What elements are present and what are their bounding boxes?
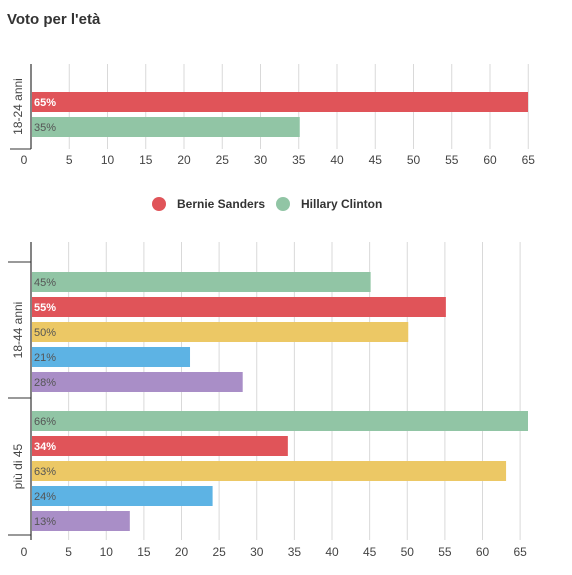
bar <box>32 117 300 137</box>
group-label: 18-44 anni <box>11 302 25 359</box>
tick-label: 55 <box>445 153 459 167</box>
tick-label: 0 <box>21 153 28 167</box>
tick-label: 10 <box>100 545 114 559</box>
data-label: 50% <box>34 327 56 339</box>
legend-label: Bernie Sanders <box>177 197 265 211</box>
tick-label: 20 <box>175 545 189 559</box>
legend-swatch <box>276 197 290 211</box>
data-label: 28% <box>34 377 56 389</box>
legend-label: Hillary Clinton <box>301 197 382 211</box>
data-label: 21% <box>34 352 56 364</box>
legend-swatch <box>152 197 166 211</box>
tick-label: 5 <box>66 153 73 167</box>
group-label: più di 45 <box>11 443 25 489</box>
tick-label: 60 <box>476 545 490 559</box>
bar <box>32 372 243 392</box>
tick-label: 35 <box>288 545 302 559</box>
tick-label: 40 <box>325 545 339 559</box>
tick-label: 55 <box>438 545 452 559</box>
tick-label: 45 <box>363 545 377 559</box>
tick-label: 0 <box>21 545 28 559</box>
page-title: Voto per l'età <box>7 11 101 28</box>
data-label: 13% <box>34 516 56 528</box>
bar <box>32 92 528 112</box>
tick-label: 65 <box>513 545 527 559</box>
data-label: 66% <box>34 416 56 428</box>
tick-label: 20 <box>177 153 191 167</box>
bar <box>32 411 528 431</box>
bar <box>32 511 130 531</box>
tick-label: 65 <box>522 153 536 167</box>
bar <box>32 297 446 317</box>
tick-label: 15 <box>137 545 151 559</box>
data-label: 65% <box>34 97 56 109</box>
bar <box>32 486 213 506</box>
bar <box>32 436 288 456</box>
tick-label: 30 <box>254 153 268 167</box>
tick-label: 35 <box>292 153 306 167</box>
bar <box>32 322 409 342</box>
tick-label: 25 <box>212 545 226 559</box>
bar <box>32 272 371 292</box>
tick-label: 50 <box>407 153 421 167</box>
tick-label: 50 <box>401 545 415 559</box>
bar <box>32 461 507 481</box>
data-label: 35% <box>34 122 56 134</box>
tick-label: 60 <box>483 153 497 167</box>
data-label: 45% <box>34 277 56 289</box>
tick-label: 45 <box>369 153 383 167</box>
data-label: 34% <box>34 441 56 453</box>
tick-label: 15 <box>139 153 153 167</box>
data-label: 55% <box>34 302 56 314</box>
tick-label: 40 <box>330 153 344 167</box>
bar <box>32 347 191 367</box>
tick-label: 30 <box>250 545 264 559</box>
group-label: 18-24 anni <box>11 78 25 135</box>
data-label: 63% <box>34 466 56 478</box>
tick-label: 5 <box>65 545 72 559</box>
data-label: 24% <box>34 491 56 503</box>
tick-label: 25 <box>216 153 230 167</box>
tick-label: 10 <box>101 153 115 167</box>
